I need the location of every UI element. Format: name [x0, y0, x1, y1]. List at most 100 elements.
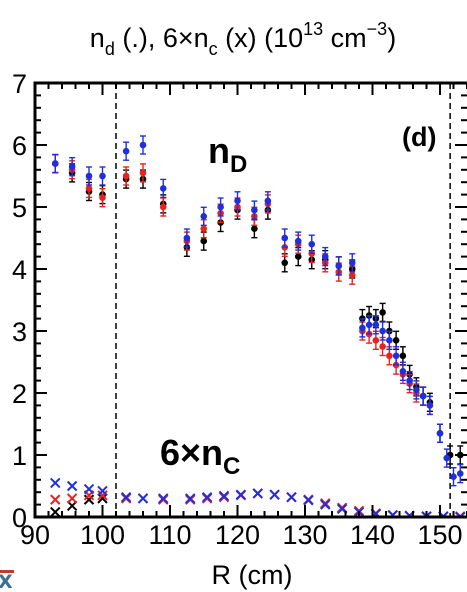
data-point-blue — [159, 185, 167, 192]
annotation-nd: nD — [208, 130, 247, 178]
annotation-nc-main: 6×n — [160, 432, 223, 473]
title-part-3: (x) (10 — [218, 23, 304, 53]
y-tick-label: 4 — [12, 255, 27, 285]
data-point-blue — [68, 163, 76, 170]
title-sub-1: d — [105, 39, 115, 59]
data-point-blue — [281, 234, 289, 242]
chart-title: nd (.), 6×nc (x) (1013 cm−3) — [90, 19, 396, 59]
x-marker-blue — [455, 511, 466, 517]
x-axis-label: R (cm) — [212, 560, 293, 590]
data-point-black — [392, 337, 400, 344]
data-point-blue — [443, 454, 451, 462]
data-point-red — [386, 352, 393, 360]
title-sup-4: −3 — [367, 19, 388, 39]
title-part-4: cm — [323, 23, 367, 53]
data-point-red — [200, 225, 208, 232]
data-point-red — [379, 343, 386, 350]
x-marker-blue — [218, 490, 230, 502]
x-marker-blue — [158, 493, 169, 504]
x-marker-blue — [137, 493, 149, 504]
title-sup-3: 13 — [303, 19, 323, 39]
x-tick-label: 100 — [80, 520, 125, 550]
data-point-blue — [436, 430, 444, 437]
y-tick-label: 7 — [12, 69, 27, 99]
y-tick-label: 6 — [12, 131, 27, 161]
x-marker-blue — [120, 491, 132, 503]
data-point-black — [379, 309, 386, 316]
data-point-red — [85, 185, 93, 192]
data-point-blue — [399, 368, 407, 375]
data-point-red — [159, 203, 167, 211]
annotation-nd-sub: D — [230, 151, 247, 178]
data-point-blue — [335, 262, 343, 270]
data-point-blue — [122, 147, 130, 155]
data-point-blue — [217, 203, 224, 211]
data-point-blue — [372, 321, 380, 329]
y-tick-label: 3 — [12, 317, 27, 347]
data-point-blue — [200, 213, 208, 220]
title-sub-2: c — [209, 39, 218, 59]
x-marker-blue — [185, 493, 196, 504]
data-point-blue — [139, 141, 147, 149]
data-point-black — [281, 259, 289, 267]
x-marker-red — [50, 494, 61, 505]
panel-label: (d) — [402, 122, 436, 152]
data-point-black — [399, 352, 407, 360]
plot-frame — [33, 81, 467, 519]
data-point-blue — [308, 240, 316, 248]
axes: 90 100 110 120 130 140 150 0 1 2 3 4 5 6 7 — [12, 69, 467, 550]
data-point-blue — [450, 473, 457, 481]
x-marker-blue — [303, 495, 314, 506]
x-marker-blue — [269, 489, 280, 500]
data-point-blue — [183, 234, 191, 242]
data-point-blue — [419, 392, 427, 400]
data-point-red — [122, 172, 130, 180]
data-point-blue — [392, 352, 400, 360]
x-tick-label: 120 — [215, 520, 260, 550]
data-point-black — [200, 237, 208, 245]
data-point-blue — [264, 197, 272, 205]
data-point-blue — [386, 337, 393, 344]
logo-glyph-icon: X — [0, 571, 13, 592]
x-marker-blue — [83, 483, 95, 495]
x-marker-black — [97, 493, 108, 504]
data-point-red — [99, 194, 106, 201]
y-tick-label: 1 — [12, 441, 27, 471]
data-point-blue — [365, 321, 373, 329]
x-tick-label: 150 — [417, 520, 462, 550]
data-point-blue — [234, 197, 241, 205]
x-marker-black — [83, 494, 95, 505]
data-point-black — [251, 225, 258, 232]
x-marker-black — [50, 506, 61, 517]
vertical-dashed-lines — [115, 83, 451, 517]
data-point-blue — [413, 386, 420, 394]
data-point-blue — [294, 237, 302, 245]
y-tick-label: 5 — [12, 193, 27, 223]
y-tick-label: 0 — [12, 503, 27, 533]
data-point-black — [294, 253, 302, 260]
x-tick-label: 140 — [350, 520, 395, 550]
data-point-blue — [348, 259, 356, 267]
data-point-blue — [379, 327, 386, 335]
x-marker-black — [66, 500, 78, 512]
annotation-nc: 6×nC — [160, 432, 240, 480]
x-marker-blue — [66, 480, 78, 492]
x-marker-blue — [97, 485, 108, 497]
data-point-blue — [85, 172, 93, 180]
title-part-2: (.), 6×n — [115, 23, 209, 53]
x-marker-blue — [50, 477, 61, 489]
x-marker-blue — [201, 491, 213, 503]
data-point-blue — [426, 402, 434, 409]
x-marker-blue — [252, 488, 263, 499]
x-marker-red — [97, 490, 108, 501]
logo-fragment: X — [0, 570, 14, 592]
data-point-blue — [456, 470, 464, 477]
data-point-blue — [406, 377, 413, 384]
data-points — [50, 135, 466, 517]
data-point-blue — [359, 324, 366, 332]
x-marker-blue — [387, 509, 398, 517]
data-point-red — [139, 169, 147, 177]
annotation-nc-sub: C — [223, 453, 240, 480]
annotation-nd-main: n — [208, 130, 230, 171]
